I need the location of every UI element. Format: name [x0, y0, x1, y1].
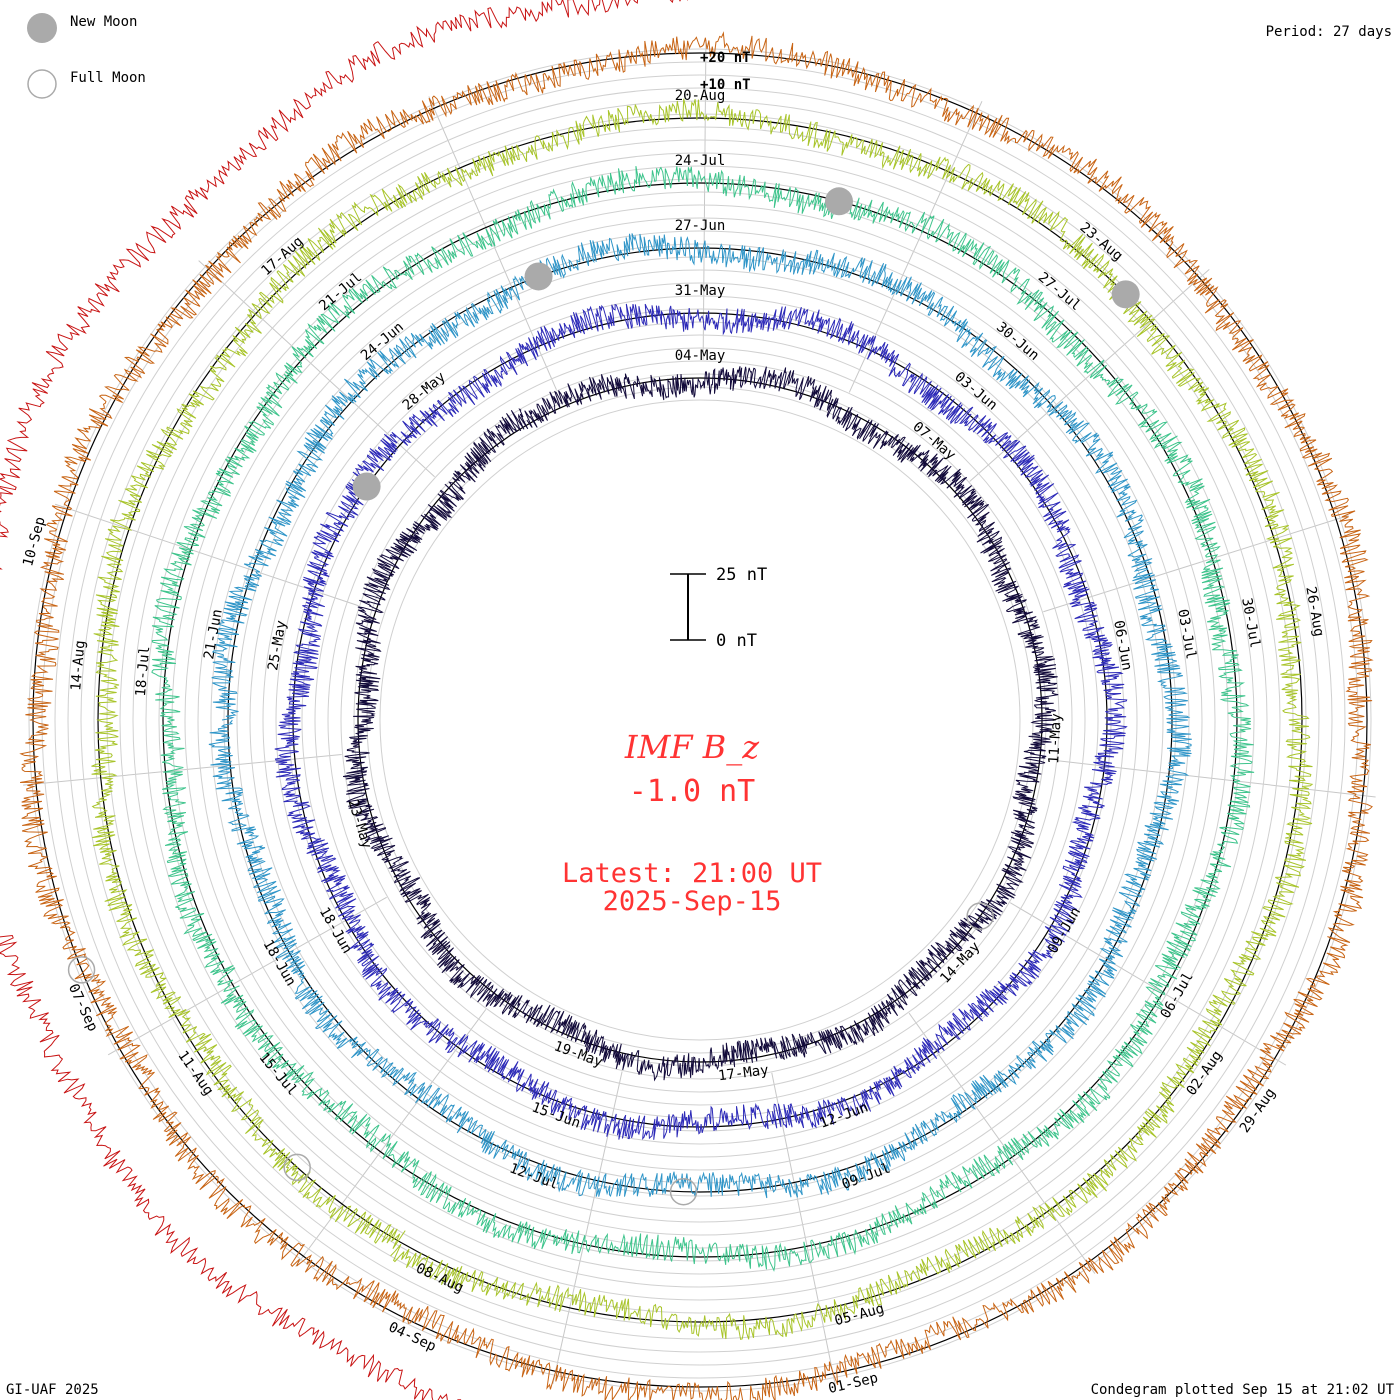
spoke-line — [295, 1009, 487, 1267]
date-label: 27-Jun — [675, 218, 726, 234]
rotation-baseline — [357, 377, 1043, 1063]
date-label: 14-Aug — [68, 640, 88, 692]
full-moon-legend-icon — [27, 69, 57, 99]
footer-plotted: Condegram plotted Sep 15 at 21:02 UT — [1090, 1382, 1394, 1398]
date-label: 10-Sep — [20, 515, 49, 568]
date-label: 20-Aug — [675, 88, 726, 104]
full-moon-icon — [966, 902, 994, 930]
moon-markers — [67, 187, 1140, 1206]
full-moon-icon — [283, 1153, 311, 1182]
date-label: 21-Jul — [316, 269, 365, 314]
full-moon-icon — [669, 1177, 698, 1206]
date-label: 26-Aug — [1302, 585, 1327, 638]
grid-ring — [119, 139, 1281, 1301]
spoke-line — [702, 40, 707, 361]
grid-ring — [54, 74, 1346, 1366]
date-label: 06-Jul — [1158, 970, 1197, 1022]
date-label: 03-Jun — [951, 369, 1000, 414]
date-label: 17-May — [717, 1062, 769, 1084]
bz-trace — [151, 166, 1255, 1272]
date-label: 04-Sep — [386, 1319, 439, 1355]
date-label: 11-May — [1046, 713, 1065, 764]
date-label: 09-Jul — [840, 1161, 893, 1193]
legend-new-moon-label: New Moon — [70, 14, 138, 30]
chart-title: IMF B_z — [492, 728, 892, 766]
grid-ring — [184, 204, 1216, 1236]
scale-bar: 25 nT 0 nT — [670, 565, 767, 651]
date-label: 09-Jun — [1045, 905, 1084, 957]
grid-ring — [262, 282, 1138, 1158]
date-label: 08-Aug — [413, 1260, 466, 1296]
ring-scale-label-20: +20 nT — [700, 50, 751, 66]
current-value: -1.0 nT — [628, 774, 756, 809]
grid-ring — [314, 334, 1086, 1106]
period-label: Period: 27 days — [1265, 24, 1392, 40]
grid-ring — [340, 360, 1060, 1080]
date-label: 30-Jun — [993, 319, 1042, 364]
date-label: 04-May — [675, 348, 726, 364]
rotation-baseline — [162, 182, 1238, 1258]
date-label: 18-Jul — [133, 645, 153, 697]
bz-trace-current — [0, 0, 688, 1400]
bz-trace — [19, 31, 1374, 1400]
grid-ring — [80, 100, 1320, 1340]
new-moon-icon — [524, 262, 553, 291]
date-label: 03-Jul — [1174, 608, 1199, 661]
grid-ring — [236, 256, 1164, 1184]
latest-date: 2025-Sep-15 — [602, 886, 782, 917]
scale-bar-bottom-label: 0 nT — [716, 631, 757, 651]
grid-ring — [41, 61, 1359, 1379]
spoke-line — [1043, 515, 1349, 613]
spoke-line — [969, 269, 1210, 482]
grid-ring — [275, 295, 1125, 1145]
bz-trace — [91, 98, 1314, 1341]
date-label: 12-Jul — [507, 1161, 560, 1193]
chart-title-text: IMF B_z — [624, 728, 760, 766]
grid-ring — [379, 399, 1021, 1041]
ring-scale-labels: +20 nT +10 nT — [700, 50, 751, 93]
spoke-line — [771, 1072, 837, 1387]
legend — [27, 13, 57, 99]
spoke-line — [107, 896, 387, 1056]
grid-ring — [145, 165, 1255, 1275]
spoke-line — [1009, 902, 1287, 1066]
spoke-line — [908, 1012, 1096, 1274]
new-moon-legend-icon — [27, 13, 57, 43]
grid-ring — [132, 152, 1268, 1288]
bz-trace — [208, 233, 1192, 1199]
grid-ring — [28, 48, 1372, 1392]
ring-scale-label-10: +10 nT — [700, 77, 751, 93]
date-label: 24-Jul — [675, 153, 726, 169]
grid-ring — [327, 347, 1073, 1093]
date-label: 01-Sep — [827, 1370, 880, 1397]
footer-credit: GI-UAF 2025 — [6, 1382, 99, 1398]
grid-ring — [171, 191, 1229, 1249]
legend-full-moon-label: Full Moon — [70, 70, 146, 86]
grid-ring — [67, 87, 1333, 1353]
scale-bar-top-label: 25 nT — [716, 565, 767, 585]
full-moon-icon — [67, 956, 96, 984]
bz-trace — [274, 303, 1128, 1141]
grid-ring — [210, 230, 1190, 1210]
latest-time: Latest: 21:00 UT — [561, 858, 823, 889]
date-label: 30-Jul — [1238, 597, 1263, 650]
date-label: 31-May — [675, 283, 726, 299]
bz-trace — [343, 366, 1059, 1082]
rotation-baseline — [292, 312, 1108, 1128]
new-moon-icon — [1111, 280, 1140, 309]
new-moon-icon — [824, 187, 853, 216]
grid-ring — [197, 217, 1203, 1223]
date-label: 12-Jun — [817, 1099, 870, 1131]
grid-ring — [249, 269, 1151, 1171]
rotation-baseline — [32, 52, 1368, 1388]
new-moon-icon — [352, 472, 381, 501]
date-label: 25-May — [265, 619, 290, 672]
date-label: 07-Sep — [65, 982, 101, 1035]
